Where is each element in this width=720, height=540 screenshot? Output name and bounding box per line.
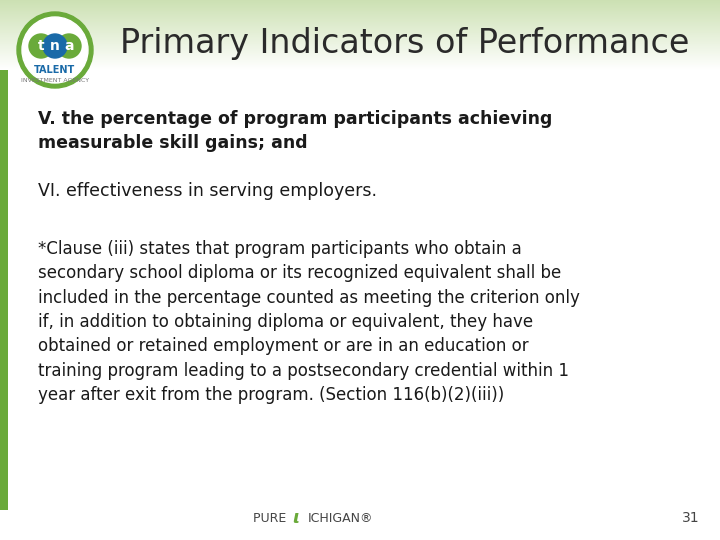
- Bar: [0, 22, 720, 23]
- Bar: [0, 6, 720, 7]
- Bar: [0, 13, 720, 14]
- Bar: [0, 67, 720, 68]
- Bar: [0, 42, 720, 43]
- Bar: [0, 1, 720, 2]
- Bar: [0, 26, 720, 27]
- Bar: [0, 53, 720, 54]
- Bar: [0, 18, 720, 19]
- Bar: [0, 66, 720, 67]
- Bar: [0, 50, 720, 51]
- Bar: [0, 56, 720, 57]
- Text: a: a: [64, 39, 73, 53]
- Bar: [0, 62, 720, 63]
- Bar: [0, 65, 720, 66]
- Bar: [0, 41, 720, 42]
- Bar: [0, 51, 720, 52]
- Bar: [0, 28, 720, 29]
- Bar: [0, 57, 720, 58]
- Bar: [0, 11, 720, 12]
- Bar: [0, 38, 720, 39]
- Bar: [0, 33, 720, 34]
- Bar: [0, 9, 720, 10]
- Bar: [0, 8, 720, 9]
- Bar: [0, 40, 720, 41]
- Bar: [0, 3, 720, 4]
- Bar: [0, 17, 720, 18]
- Text: TALENT: TALENT: [35, 65, 76, 75]
- Bar: [0, 5, 720, 6]
- Text: 31: 31: [683, 511, 700, 525]
- Bar: [0, 12, 720, 13]
- Bar: [0, 34, 720, 35]
- Bar: [0, 48, 720, 49]
- Bar: [0, 55, 720, 56]
- Bar: [0, 0, 720, 1]
- Bar: [0, 43, 720, 44]
- Bar: [0, 31, 720, 32]
- Circle shape: [29, 34, 53, 58]
- Text: ι: ι: [292, 509, 300, 527]
- Bar: [0, 29, 720, 30]
- Bar: [0, 69, 720, 70]
- Bar: [0, 19, 720, 20]
- Bar: [0, 44, 720, 45]
- Bar: [0, 35, 720, 36]
- Circle shape: [43, 34, 67, 58]
- Bar: [0, 25, 720, 26]
- Bar: [0, 4, 720, 5]
- Bar: [0, 10, 720, 11]
- Bar: [0, 61, 720, 62]
- Bar: [0, 15, 720, 16]
- Text: t: t: [37, 39, 45, 53]
- Bar: [0, 58, 720, 59]
- Bar: [0, 46, 720, 47]
- Text: n: n: [50, 39, 60, 53]
- Text: INVESTMENT AGENCY: INVESTMENT AGENCY: [21, 78, 89, 83]
- Bar: [0, 49, 720, 50]
- Text: *Clause (iii) states that program participants who obtain a
secondary school dip: *Clause (iii) states that program partic…: [38, 240, 580, 404]
- Bar: [0, 63, 720, 64]
- Bar: [0, 37, 720, 38]
- Bar: [0, 64, 720, 65]
- Bar: [0, 21, 720, 22]
- Bar: [0, 39, 720, 40]
- Bar: [0, 20, 720, 21]
- Circle shape: [17, 12, 93, 88]
- Bar: [0, 30, 720, 31]
- Text: ICHIGAN®: ICHIGAN®: [308, 511, 374, 524]
- Bar: [0, 27, 720, 28]
- Bar: [0, 32, 720, 33]
- Bar: [0, 16, 720, 17]
- Bar: [0, 2, 720, 3]
- Bar: [0, 47, 720, 48]
- Bar: [0, 59, 720, 60]
- Circle shape: [57, 34, 81, 58]
- Text: V. the percentage of program participants achieving
measurable skill gains; and: V. the percentage of program participant…: [38, 110, 552, 152]
- Bar: [0, 54, 720, 55]
- Bar: [0, 52, 720, 53]
- Text: Primary Indicators of Performance: Primary Indicators of Performance: [120, 26, 689, 59]
- Bar: [0, 14, 720, 15]
- Bar: [0, 24, 720, 25]
- Text: VI. effectiveness in serving employers.: VI. effectiveness in serving employers.: [38, 182, 377, 200]
- Bar: [0, 23, 720, 24]
- Text: PURE: PURE: [253, 511, 290, 524]
- Bar: [0, 68, 720, 69]
- Circle shape: [22, 17, 88, 83]
- Bar: [0, 60, 720, 61]
- Bar: [0, 45, 720, 46]
- Bar: [0, 36, 720, 37]
- Bar: [0, 70, 8, 510]
- Bar: [0, 7, 720, 8]
